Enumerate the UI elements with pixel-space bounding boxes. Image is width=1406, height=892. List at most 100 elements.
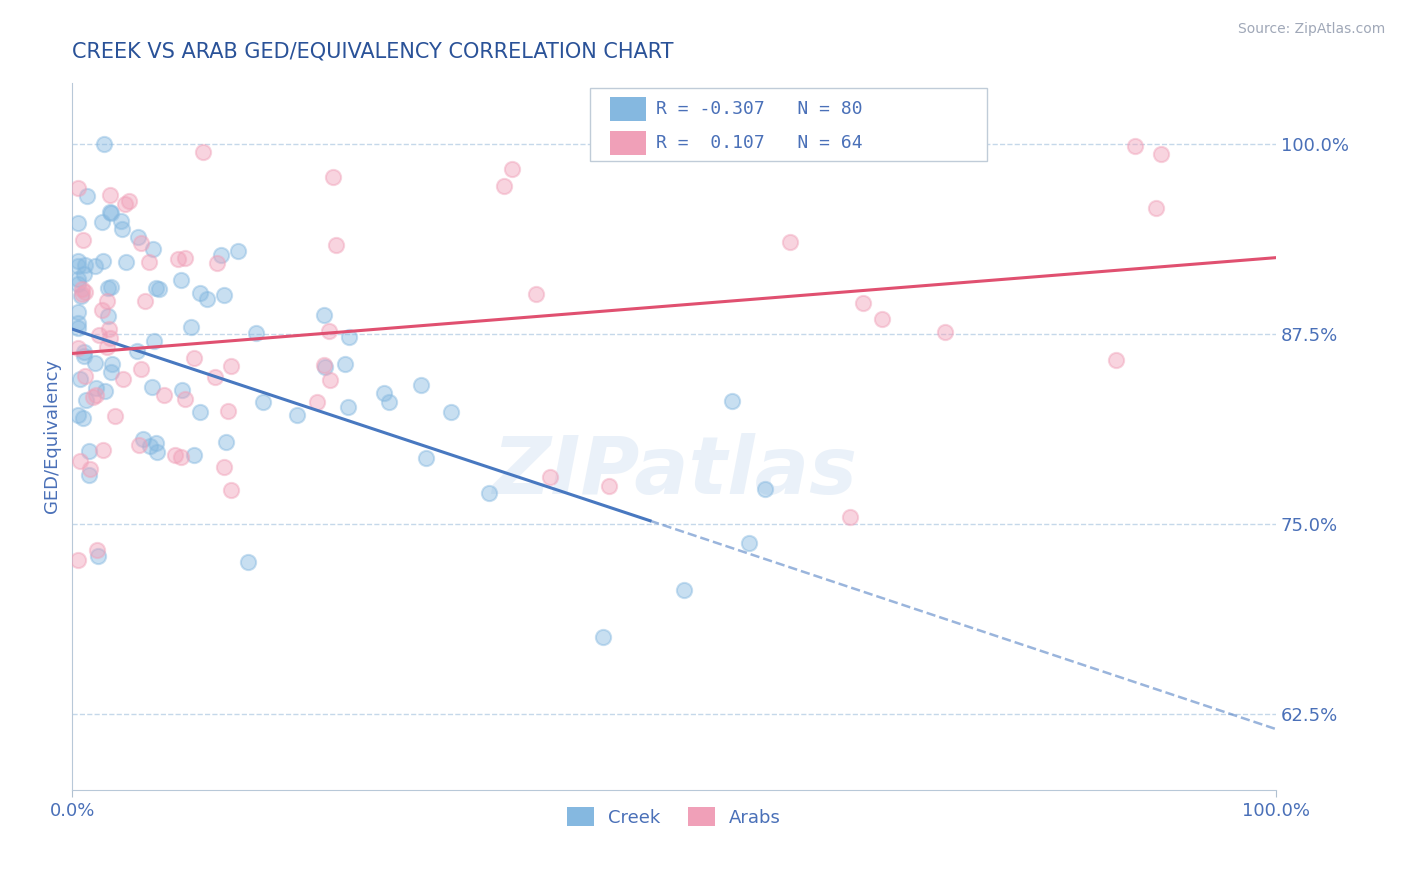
Point xyxy=(139,439,162,453)
Point xyxy=(73,350,96,364)
Point xyxy=(141,380,163,394)
Point xyxy=(318,325,340,339)
Point xyxy=(170,450,193,464)
Point xyxy=(1150,147,1173,161)
Point xyxy=(86,543,108,558)
Point xyxy=(97,280,120,294)
Point xyxy=(89,327,111,342)
Legend: Creek, Arabs: Creek, Arabs xyxy=(560,800,789,834)
Point xyxy=(592,630,614,644)
Text: R = -0.307   N = 80: R = -0.307 N = 80 xyxy=(657,100,863,118)
Point xyxy=(76,189,98,203)
Point xyxy=(96,293,118,308)
Point xyxy=(91,442,114,457)
Point xyxy=(252,395,274,409)
Point xyxy=(118,194,141,209)
Point xyxy=(73,344,96,359)
Point xyxy=(305,395,328,409)
Point xyxy=(104,409,127,423)
Point xyxy=(77,444,100,458)
Point xyxy=(163,448,186,462)
Point xyxy=(67,277,90,292)
Point xyxy=(67,272,90,286)
Point xyxy=(67,304,90,318)
Point xyxy=(73,285,96,299)
Point xyxy=(215,434,238,449)
FancyBboxPatch shape xyxy=(591,87,987,161)
Point xyxy=(67,316,90,330)
Point xyxy=(142,334,165,348)
Text: ZIPatlas: ZIPatlas xyxy=(492,433,856,511)
Point xyxy=(245,326,267,341)
Point xyxy=(524,286,547,301)
Point xyxy=(373,385,395,400)
Point xyxy=(183,448,205,462)
Point xyxy=(312,308,335,322)
Point xyxy=(100,280,122,294)
Point xyxy=(91,214,114,228)
Point xyxy=(188,405,211,419)
Point xyxy=(173,392,195,407)
Point xyxy=(145,435,167,450)
Point xyxy=(67,216,90,230)
Point xyxy=(721,393,744,408)
Point xyxy=(169,273,191,287)
Point xyxy=(75,259,97,273)
Point xyxy=(333,357,356,371)
Point xyxy=(145,281,167,295)
Point xyxy=(754,482,776,496)
Point xyxy=(191,145,214,160)
Point xyxy=(98,187,121,202)
Point xyxy=(174,251,197,265)
Point xyxy=(204,370,226,384)
Point xyxy=(228,244,250,258)
Point xyxy=(166,252,188,267)
Point xyxy=(72,411,94,425)
FancyBboxPatch shape xyxy=(610,97,647,121)
Point xyxy=(87,549,110,564)
Point xyxy=(69,372,91,386)
Point xyxy=(94,384,117,398)
Point xyxy=(337,330,360,344)
Point xyxy=(129,362,152,376)
Point xyxy=(319,373,342,387)
Point xyxy=(84,387,107,401)
Point xyxy=(870,311,893,326)
Point xyxy=(91,302,114,317)
Point xyxy=(138,255,160,269)
Point xyxy=(115,255,138,269)
Point xyxy=(153,388,176,402)
Point xyxy=(97,310,120,324)
Text: Source: ZipAtlas.com: Source: ZipAtlas.com xyxy=(1237,22,1385,37)
Point xyxy=(285,408,308,422)
Point xyxy=(325,238,347,252)
Point xyxy=(67,254,90,268)
Point xyxy=(409,378,432,392)
Text: CREEK VS ARAB GED/EQUIVALENCY CORRELATION CHART: CREEK VS ARAB GED/EQUIVALENCY CORRELATIO… xyxy=(72,42,673,62)
Point xyxy=(132,433,155,447)
Point xyxy=(70,289,93,303)
Point xyxy=(672,582,695,597)
Point xyxy=(70,286,93,301)
Point xyxy=(207,256,229,270)
Point xyxy=(478,486,501,500)
Point xyxy=(209,248,232,262)
Point xyxy=(73,369,96,384)
Point xyxy=(217,403,239,417)
Point xyxy=(148,282,170,296)
Point xyxy=(415,450,437,465)
Point xyxy=(312,358,335,372)
Point xyxy=(98,204,121,219)
FancyBboxPatch shape xyxy=(610,131,647,155)
Point xyxy=(1123,139,1146,153)
Point xyxy=(111,222,134,236)
Point xyxy=(69,454,91,468)
Point xyxy=(96,340,118,354)
Point xyxy=(93,136,115,151)
Text: R =  0.107   N = 64: R = 0.107 N = 64 xyxy=(657,134,863,152)
Point xyxy=(236,555,259,569)
Point xyxy=(188,286,211,301)
Point xyxy=(180,320,202,334)
Point xyxy=(100,365,122,379)
Point xyxy=(146,445,169,459)
